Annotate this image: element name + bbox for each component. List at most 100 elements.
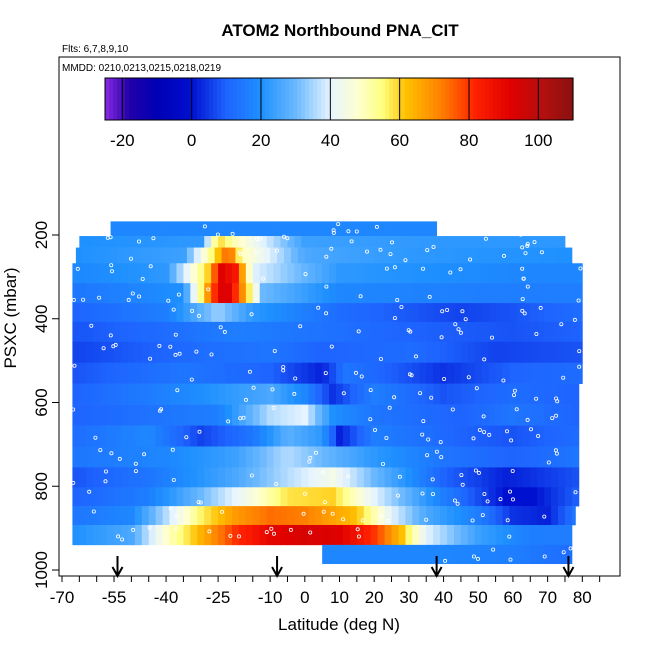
colorbar-segment <box>453 78 458 120</box>
sample-point <box>157 343 162 348</box>
sample-point <box>264 530 269 535</box>
sample-point <box>171 307 176 312</box>
heatmap-cell <box>509 283 517 304</box>
heatmap-cell <box>492 247 500 264</box>
heatmap-cell <box>301 404 309 426</box>
heatmap-cell <box>551 341 559 364</box>
heatmap-cell <box>471 247 479 264</box>
heatmap-cell <box>509 544 517 565</box>
colorbar-segment <box>281 78 286 120</box>
heatmap-cell <box>342 236 351 248</box>
heatmap-cell <box>412 263 420 284</box>
heatmap-cell <box>169 303 177 323</box>
heatmap-cell <box>377 236 385 248</box>
heatmap-cell <box>190 487 198 507</box>
heatmap-cell <box>384 321 392 343</box>
sample-point <box>489 335 494 340</box>
heatmap-cell <box>488 544 496 565</box>
colorbar-segment <box>309 78 314 120</box>
heatmap-cell <box>537 487 545 507</box>
sample-point <box>395 493 400 498</box>
heatmap-cell <box>495 404 503 426</box>
heatmap-cell <box>308 341 316 364</box>
heatmap-cell <box>391 524 399 546</box>
heatmap-cell <box>166 247 174 264</box>
heatmap-cell <box>419 263 427 284</box>
heatmap-cell <box>502 362 510 384</box>
heatmap-cell <box>349 362 358 384</box>
heatmap-cell <box>374 247 382 264</box>
heatmap-cell <box>509 362 517 384</box>
heatmap-cell <box>100 404 108 426</box>
heatmap-cell <box>336 506 344 526</box>
colorbar-segment <box>477 78 482 120</box>
heatmap-cell <box>467 321 476 343</box>
heatmap-cell <box>429 221 438 237</box>
heatmap-cell <box>523 446 531 468</box>
heatmap-cell <box>169 362 177 384</box>
sample-point <box>346 474 351 479</box>
heatmap-cell <box>356 524 365 546</box>
heatmap-cell <box>363 467 372 488</box>
heatmap-cell <box>544 446 552 468</box>
heatmap-cell <box>79 362 87 384</box>
x-tick-label: -70 <box>50 588 75 607</box>
colorbar-segment <box>369 78 374 120</box>
heatmap-cell <box>301 425 309 447</box>
heatmap-cell <box>481 487 490 507</box>
heatmap-cell <box>190 283 198 304</box>
heatmap-cell <box>287 303 295 323</box>
heatmap-cell <box>346 247 354 264</box>
heatmap-cell <box>218 283 226 304</box>
sample-point <box>329 344 334 349</box>
heatmap-cell <box>131 247 139 264</box>
heatmap-cell <box>405 283 413 304</box>
heatmap-cell <box>155 487 163 507</box>
heatmap-cell <box>474 506 483 526</box>
heatmap-cell <box>426 425 434 447</box>
colorbar-segment <box>117 78 122 120</box>
heatmap-cell <box>100 446 108 468</box>
heatmap-cell <box>86 236 94 248</box>
heatmap-cell <box>273 383 281 405</box>
heatmap-cell <box>322 303 330 323</box>
heatmap-cell <box>488 487 496 507</box>
colorbar-segment <box>141 78 146 120</box>
colorbar-segment <box>561 78 566 120</box>
heatmap-cell <box>509 487 517 507</box>
heatmap-cell <box>509 263 517 284</box>
heatmap-cell <box>540 247 549 264</box>
heatmap-cell <box>523 383 531 405</box>
heatmap-cell <box>495 321 503 343</box>
heatmap-cell <box>231 425 240 447</box>
heatmap-cell <box>294 341 302 364</box>
heatmap-cell <box>356 263 365 284</box>
heatmap-cell <box>183 404 191 426</box>
colorbar-segment <box>345 78 350 120</box>
sample-point <box>168 506 173 511</box>
heatmap-cell <box>342 404 351 426</box>
sample-point <box>230 231 235 236</box>
heatmap-cell <box>259 487 268 507</box>
heatmap-cell <box>349 283 358 304</box>
heatmap-cell <box>259 524 268 546</box>
heatmap-cell <box>204 341 212 364</box>
heatmap-cell <box>447 524 455 546</box>
heatmap-cell <box>474 341 483 364</box>
colorbar-segment <box>273 78 278 120</box>
sample-point <box>358 294 363 299</box>
heatmap-cell <box>381 221 389 237</box>
heatmap-cell <box>238 383 247 405</box>
heatmap-cell <box>169 467 177 488</box>
heatmap-cell <box>183 362 191 384</box>
sample-point <box>120 537 125 542</box>
sample-point <box>425 453 430 458</box>
x-tick-label: 10 <box>330 588 349 607</box>
heatmap-cell <box>336 362 344 384</box>
heatmap-cell <box>329 263 337 284</box>
heatmap-cell <box>398 303 406 323</box>
heatmap-cell <box>114 506 122 526</box>
heatmap-cell <box>252 321 261 343</box>
heatmap-cell <box>162 506 170 526</box>
heatmap-cell <box>259 446 268 468</box>
